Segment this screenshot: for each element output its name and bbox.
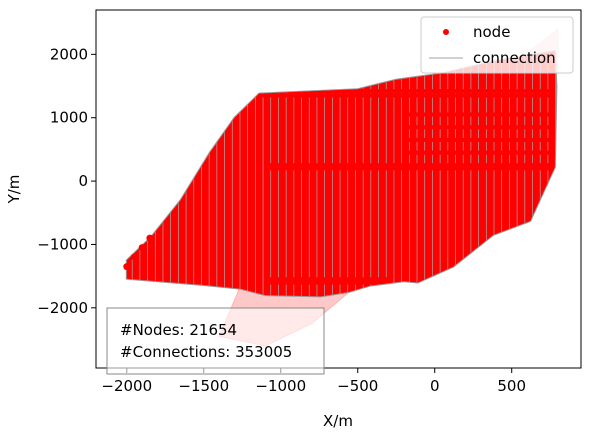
x-tick-label: 500 xyxy=(497,377,526,395)
legend: node connection xyxy=(420,16,574,74)
node-point xyxy=(146,234,154,242)
y-tick-label: 0 xyxy=(78,172,88,190)
x-axis-label: X/m xyxy=(323,412,353,430)
y-axis: −2000 −1000 0 1000 2000 xyxy=(37,45,96,317)
y-tick-label: −1000 xyxy=(37,235,88,253)
y-axis-label: Y/m xyxy=(5,175,23,205)
x-tick-label: −500 xyxy=(337,377,378,395)
x-tick-label: −1500 xyxy=(178,377,229,395)
legend-node-label: node xyxy=(473,23,510,41)
y-tick-label: −2000 xyxy=(37,299,88,317)
x-tick-label: −2000 xyxy=(101,377,152,395)
x-tick-label: −1000 xyxy=(255,377,306,395)
stats-box-frame xyxy=(106,307,325,375)
stats-node-count: #Nodes: 21654 xyxy=(120,321,237,339)
legend-connection-label: connection xyxy=(473,49,556,67)
node-point xyxy=(138,244,146,252)
node-point xyxy=(130,253,138,261)
x-tick-label: 0 xyxy=(430,377,440,395)
y-tick-label: 2000 xyxy=(50,45,88,63)
node-point xyxy=(123,263,131,271)
stats-box: #Nodes: 21654 #Connections: 353005 xyxy=(106,307,325,375)
axes-frame xyxy=(95,9,582,369)
legend-node-marker xyxy=(443,29,449,35)
legend-box xyxy=(420,16,574,74)
x-axis: −2000 −1500 −1000 −500 0 500 xyxy=(101,368,526,395)
y-tick-label: 1000 xyxy=(50,109,88,127)
stats-connection-count: #Connections: 353005 xyxy=(120,343,292,361)
